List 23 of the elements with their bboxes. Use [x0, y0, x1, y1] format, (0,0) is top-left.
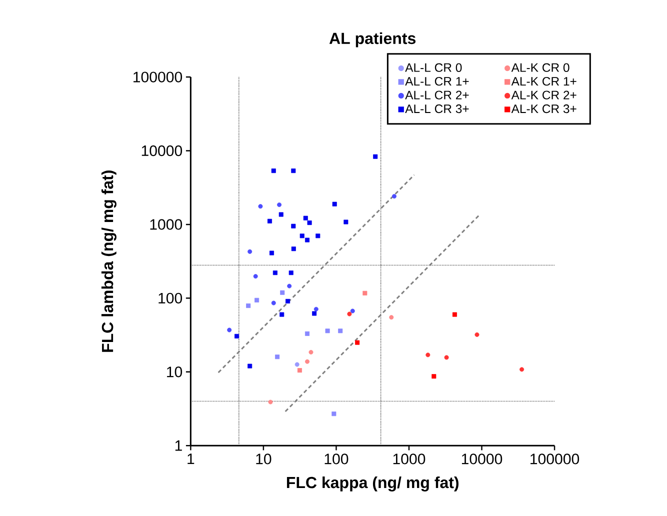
legend-label: AL-L CR 0 — [405, 63, 462, 72]
x-tick-label: 10000 — [462, 454, 502, 464]
y-tick-label: 100 — [158, 292, 182, 304]
legend-label: AL-K CR 3+ — [511, 104, 576, 114]
x-tick-label: 10 — [256, 454, 272, 464]
legend-label: AL-L CR 2+ — [405, 90, 469, 100]
legend-label: AL-K CR 1+ — [511, 76, 576, 86]
x-tick-label: 1 — [188, 454, 194, 464]
y-tick-label: 10 — [167, 366, 182, 378]
chart-title: AL patients — [329, 32, 416, 48]
legend-label: AL-L CR 3+ — [405, 104, 469, 114]
y-axis-title: FLC lambda (ng/ mg fat) — [101, 170, 116, 352]
x-tick-label: 100 — [324, 454, 348, 464]
y-tick-label: 10000 — [142, 145, 182, 156]
x-tick-label: 100000 — [530, 454, 580, 464]
legend-label: AL-L CR 1+ — [405, 76, 469, 86]
legend-label: AL-K CR 2+ — [511, 90, 576, 100]
x-axis-title: FLC kappa (ng/ mg fat) — [286, 476, 459, 492]
x-tick-label: 1000 — [393, 454, 426, 464]
y-tick-label: 100000 — [134, 72, 182, 82]
y-tick-label: 1 — [175, 440, 182, 451]
legend-label: AL-K CR 0 — [511, 63, 570, 72]
y-tick-label: 1000 — [150, 219, 182, 230]
